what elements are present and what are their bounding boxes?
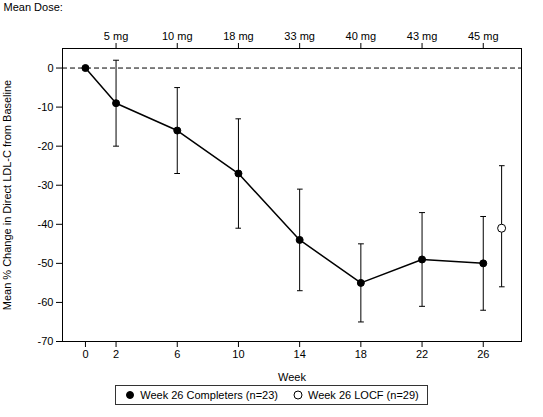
- svg-text:22: 22: [416, 348, 428, 360]
- svg-text:-10: -10: [38, 101, 54, 113]
- svg-text:-20: -20: [38, 140, 54, 152]
- svg-text:33 mg: 33 mg: [284, 30, 315, 42]
- svg-text:-70: -70: [38, 335, 54, 347]
- svg-text:18: 18: [355, 348, 367, 360]
- svg-text:0: 0: [82, 348, 88, 360]
- svg-text:6: 6: [174, 348, 180, 360]
- svg-text:Mean Dose:: Mean Dose:: [4, 1, 63, 13]
- svg-text:14: 14: [294, 348, 306, 360]
- svg-text:-60: -60: [38, 296, 54, 308]
- svg-text:Mean % Change in Direct LDL-C: Mean % Change in Direct LDL-C from Basel…: [1, 80, 13, 311]
- svg-text:2: 2: [113, 348, 119, 360]
- svg-text:43 mg: 43 mg: [407, 30, 438, 42]
- svg-text:-50: -50: [38, 257, 54, 269]
- svg-text:5 mg: 5 mg: [104, 30, 128, 42]
- svg-text:18 mg: 18 mg: [223, 30, 254, 42]
- svg-text:26: 26: [477, 348, 489, 360]
- svg-text:10 mg: 10 mg: [162, 30, 193, 42]
- svg-text:-30: -30: [38, 179, 54, 191]
- svg-text:-40: -40: [38, 218, 54, 230]
- html-text:Week 26 Completers (n=23): Week 26 Completers (n=23): [140, 389, 278, 401]
- html-text:Week 26 LOCF (n=29): Week 26 LOCF (n=29): [308, 389, 419, 401]
- svg-text:10: 10: [232, 348, 244, 360]
- svg-text:40 mg: 40 mg: [346, 30, 377, 42]
- svg-text:0: 0: [47, 62, 53, 74]
- svg-text:Week: Week: [278, 371, 306, 383]
- svg-text:45 mg: 45 mg: [468, 30, 499, 42]
